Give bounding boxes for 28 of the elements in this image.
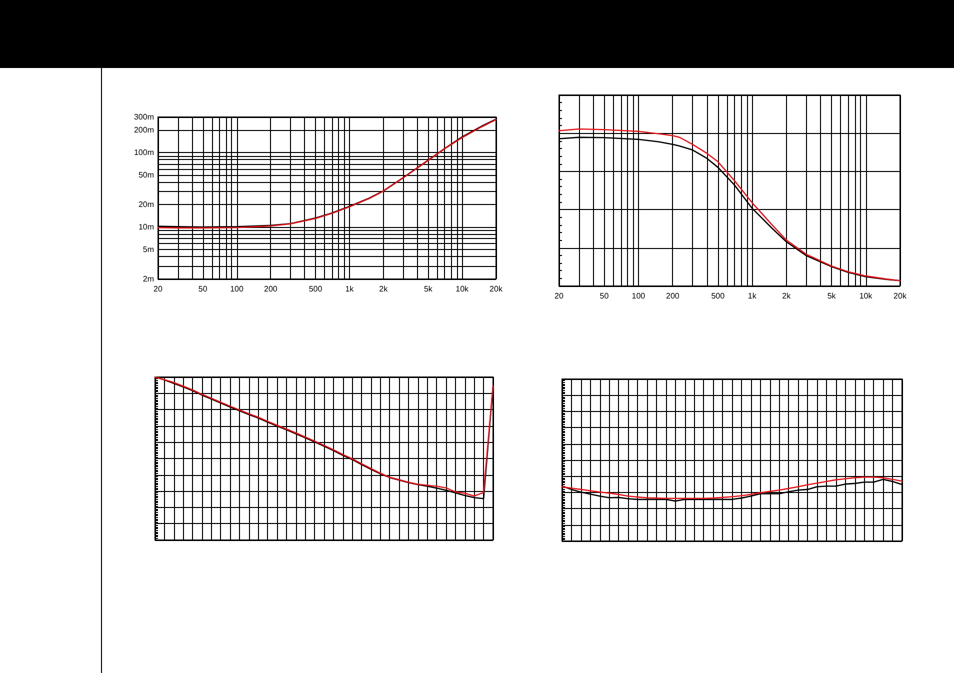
- y-tick-label: 20m: [138, 200, 154, 210]
- x-tick-label: 20: [154, 284, 163, 294]
- y-tick-label: 100m: [134, 148, 154, 158]
- x-tick-label: 500: [711, 292, 726, 300]
- x-tick-label: 5k: [827, 292, 837, 300]
- x-tick-label: 200: [666, 292, 680, 300]
- x-tick-label: 100: [230, 284, 244, 294]
- y-tick-label: 5m: [142, 244, 154, 254]
- y-tick-label: 10m: [138, 222, 154, 232]
- x-tick-label: 1k: [345, 284, 355, 294]
- x-tick-label: 50: [198, 284, 208, 294]
- x-tick-label: 20k: [894, 292, 908, 300]
- x-tick-label: 20: [554, 292, 564, 300]
- x-tick-label: 5k: [424, 284, 434, 294]
- x-tick-label: 20k: [490, 284, 504, 294]
- x-tick-label: 10k: [859, 292, 874, 300]
- y-tick-label: 200m: [134, 126, 154, 135]
- x-tick-label: 200: [264, 284, 278, 294]
- y-tick-label: 300m: [134, 112, 154, 122]
- y-tick-label: 2m: [142, 274, 154, 284]
- x-tick-label: 2k: [782, 292, 792, 300]
- x-tick-label: 2k: [379, 284, 389, 294]
- x-tick-label: 500: [308, 284, 323, 294]
- x-tick-label: 1k: [748, 292, 758, 300]
- x-tick-label: 10k: [456, 284, 470, 294]
- x-tick-label: 50: [600, 292, 610, 300]
- x-tick-label: 100: [632, 292, 646, 300]
- y-tick-label: 50m: [138, 170, 154, 180]
